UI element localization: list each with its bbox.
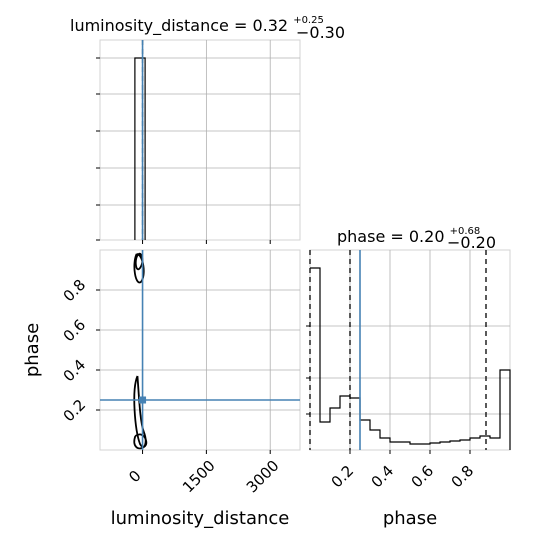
phase-y-axis-label: phase <box>22 323 43 377</box>
joint-panel-frame <box>99 249 301 451</box>
joint-contour-panel: 0.2 0.4 0.6 0.8 0 1500 3000 <box>60 249 301 497</box>
joint-y-tick-label-0: 0.2 <box>60 396 90 426</box>
phase-title-equals: = <box>390 227 409 246</box>
joint-truth-marker <box>139 396 147 404</box>
phase-x-axis-label: phase <box>383 508 437 529</box>
luminosity-distance-histogram-panel <box>96 39 301 244</box>
luminosity-distance-histogram-bar <box>134 57 146 240</box>
joint-x-tick-label-0: 0 <box>125 467 144 486</box>
phase-title-upper: +0.68 <box>450 226 481 237</box>
joint-y-tick-label-3: 0.8 <box>60 276 90 306</box>
luminosity-distance-histogram-frame <box>99 39 301 241</box>
phase-x-tick-label-2: 0.6 <box>408 462 438 492</box>
phase-title: phase = 0.20 +0.68 <box>337 226 480 246</box>
luminosity-distance-axis-label: luminosity_distance <box>111 508 290 529</box>
luminosity-distance-title-lower: −0.30 <box>296 23 345 42</box>
joint-y-tick-label-1: 0.4 <box>60 356 90 386</box>
phase-x-tick-label-3: 0.8 <box>448 462 478 492</box>
joint-x-tick-label-2: 3000 <box>243 457 283 497</box>
joint-contour-1 <box>133 253 145 284</box>
joint-x-tick-label-1: 1500 <box>179 457 219 497</box>
luminosity-distance-title-value: 0.32 <box>252 16 288 35</box>
phase-histogram-panel: 0.2 0.4 0.6 0.8 <box>306 249 511 492</box>
joint-y-tick-label-2: 0.6 <box>60 316 90 346</box>
joint-contour-0 <box>134 252 144 271</box>
joint-contour-3 <box>133 433 148 450</box>
phase-title-lower: −0.20 <box>447 233 496 252</box>
luminosity-distance-title-equals: = <box>234 16 253 35</box>
phase-title-value: 0.20 <box>409 227 445 246</box>
luminosity-distance-title-upper: +0.25 <box>293 15 324 26</box>
luminosity-distance-title: luminosity_distance = 0.32 +0.25 <box>70 15 324 36</box>
phase-title-name: phase <box>337 227 385 246</box>
phase-histogram-frame <box>309 249 511 451</box>
phase-x-tick-label-0: 0.2 <box>328 462 358 492</box>
phase-x-tick-label-1: 0.4 <box>368 462 398 492</box>
luminosity-distance-title-name: luminosity_distance <box>70 16 229 36</box>
phase-histogram-steps <box>310 267 511 450</box>
